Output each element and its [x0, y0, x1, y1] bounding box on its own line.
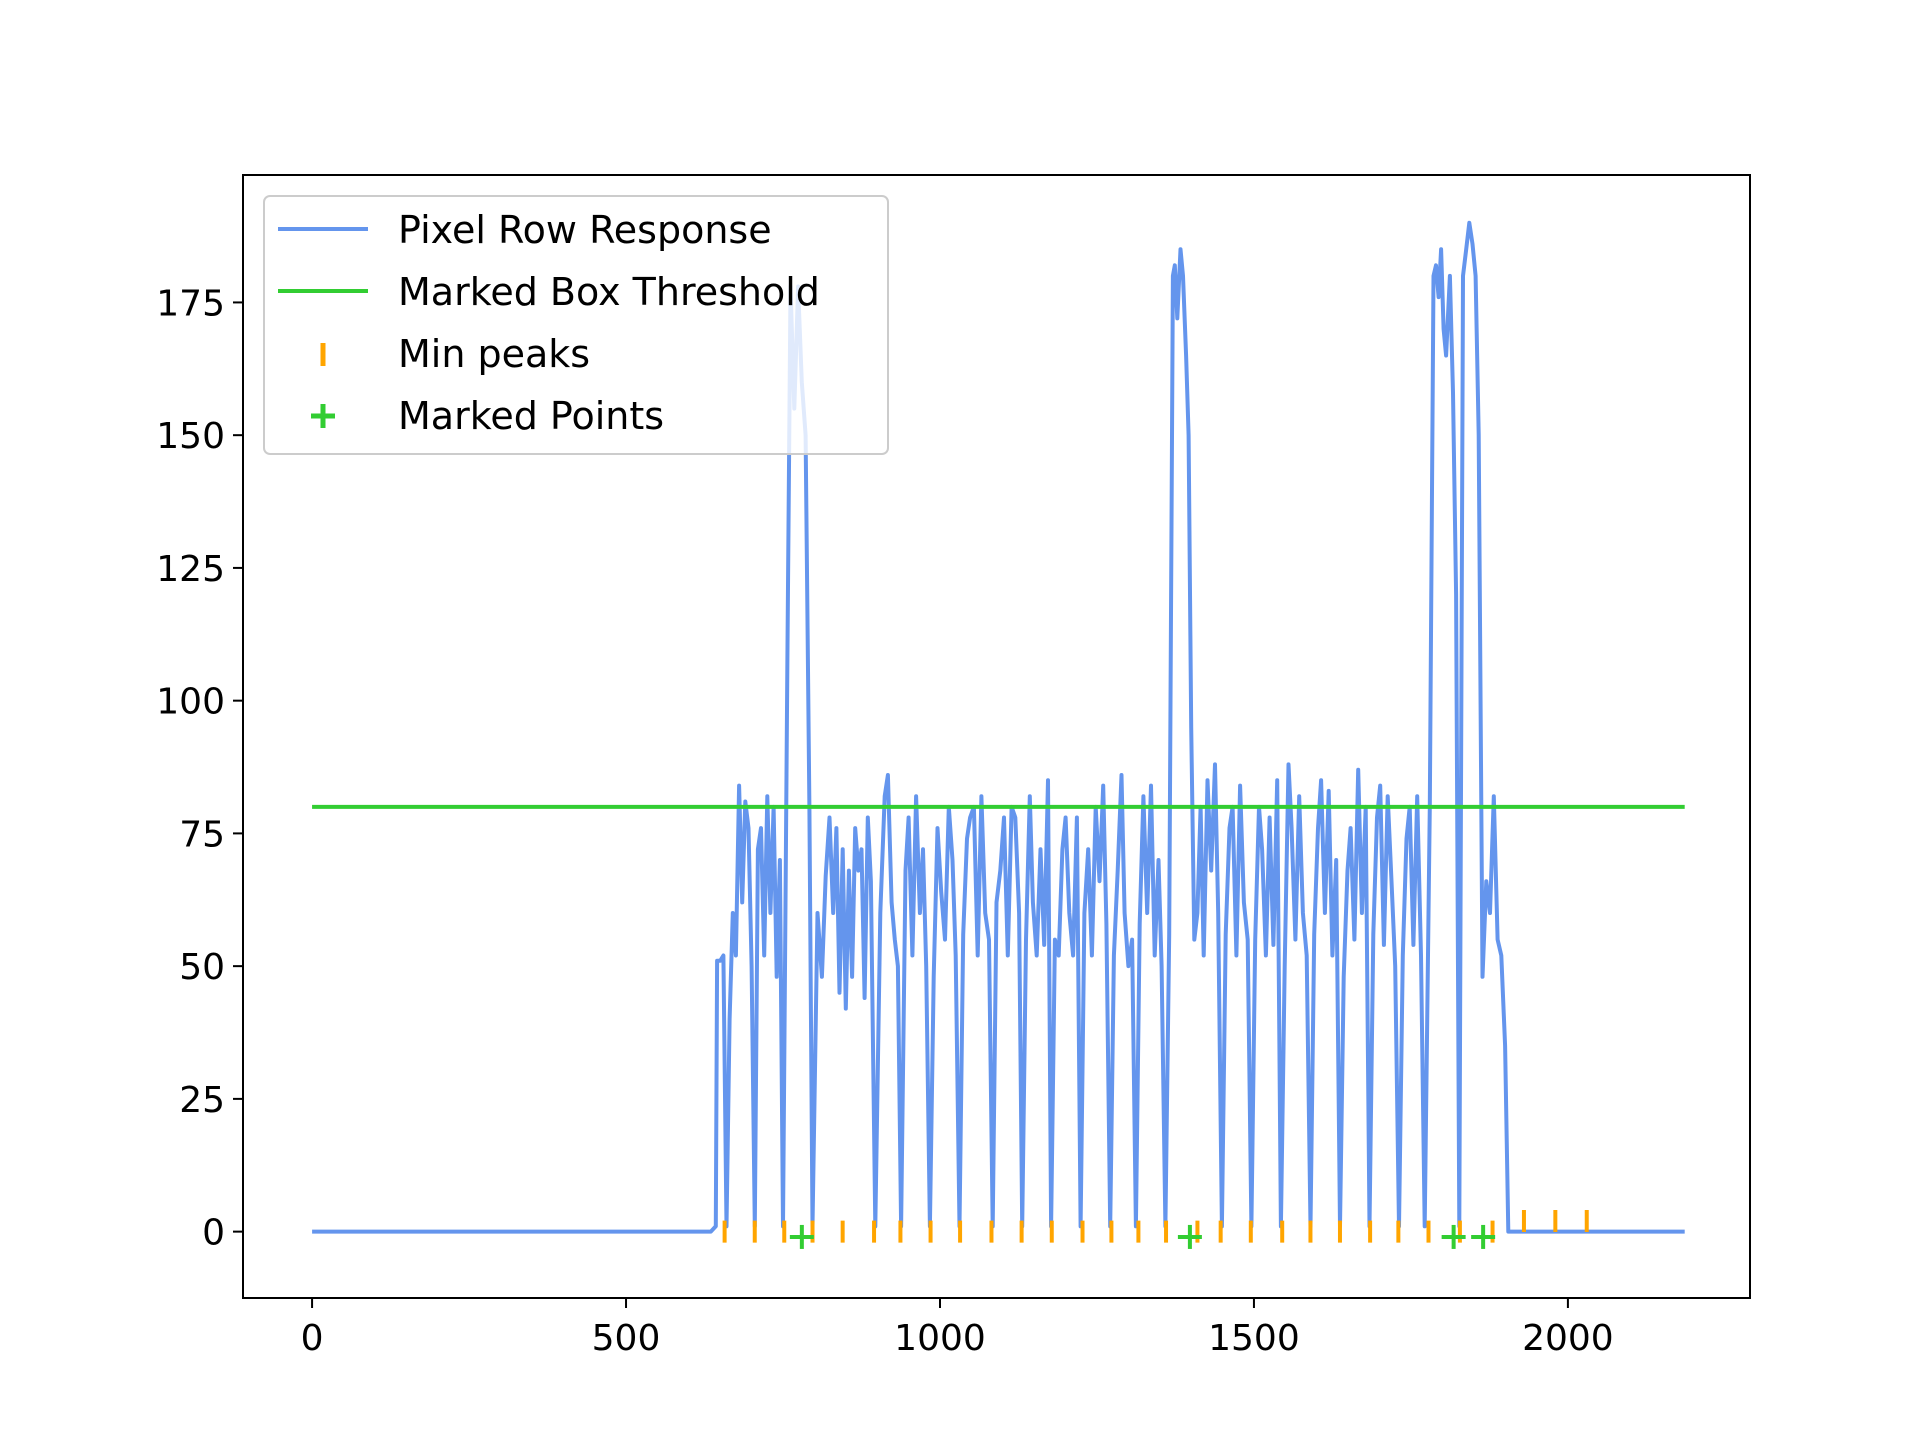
marked-point-marker	[1441, 1224, 1466, 1249]
y-tick-label: 50	[179, 947, 225, 988]
legend-label-min-peaks: Min peaks	[398, 332, 590, 376]
y-tick-label: 125	[156, 549, 225, 590]
x-tick-label: 0	[301, 1318, 324, 1359]
x-tick-label: 1500	[1208, 1318, 1300, 1359]
x-tick-label: 500	[592, 1318, 661, 1359]
legend-marker-marked-points	[311, 404, 335, 428]
tick-layer: 0 500 1000 1500 2000 0 25 50 75 100 125 150 175	[156, 283, 1613, 1359]
y-tick-label: 175	[156, 283, 225, 324]
y-tick-label: 0	[202, 1213, 225, 1254]
y-tick-label: 75	[179, 814, 225, 855]
plot-frame	[242, 174, 1751, 1299]
x-tick-label: 2000	[1522, 1318, 1614, 1359]
marked-point-marker	[1177, 1224, 1202, 1249]
legend-label-marked-points: Marked Points	[398, 394, 664, 438]
y-tick-label: 100	[156, 682, 225, 723]
legend-label-response: Pixel Row Response	[398, 208, 772, 252]
y-tick-label: 150	[156, 416, 225, 457]
marked-point-marker	[789, 1224, 814, 1249]
marked-point-marker	[1471, 1224, 1496, 1249]
y-tick-label: 25	[179, 1080, 225, 1121]
legend-box	[263, 195, 889, 455]
legend-label-threshold: Marked Box Threshold	[398, 270, 820, 314]
legend: Pixel Row Response Marked Box Threshold …	[263, 195, 889, 455]
series-layer	[312, 220, 1685, 1249]
x-tick-label: 1000	[894, 1318, 986, 1359]
